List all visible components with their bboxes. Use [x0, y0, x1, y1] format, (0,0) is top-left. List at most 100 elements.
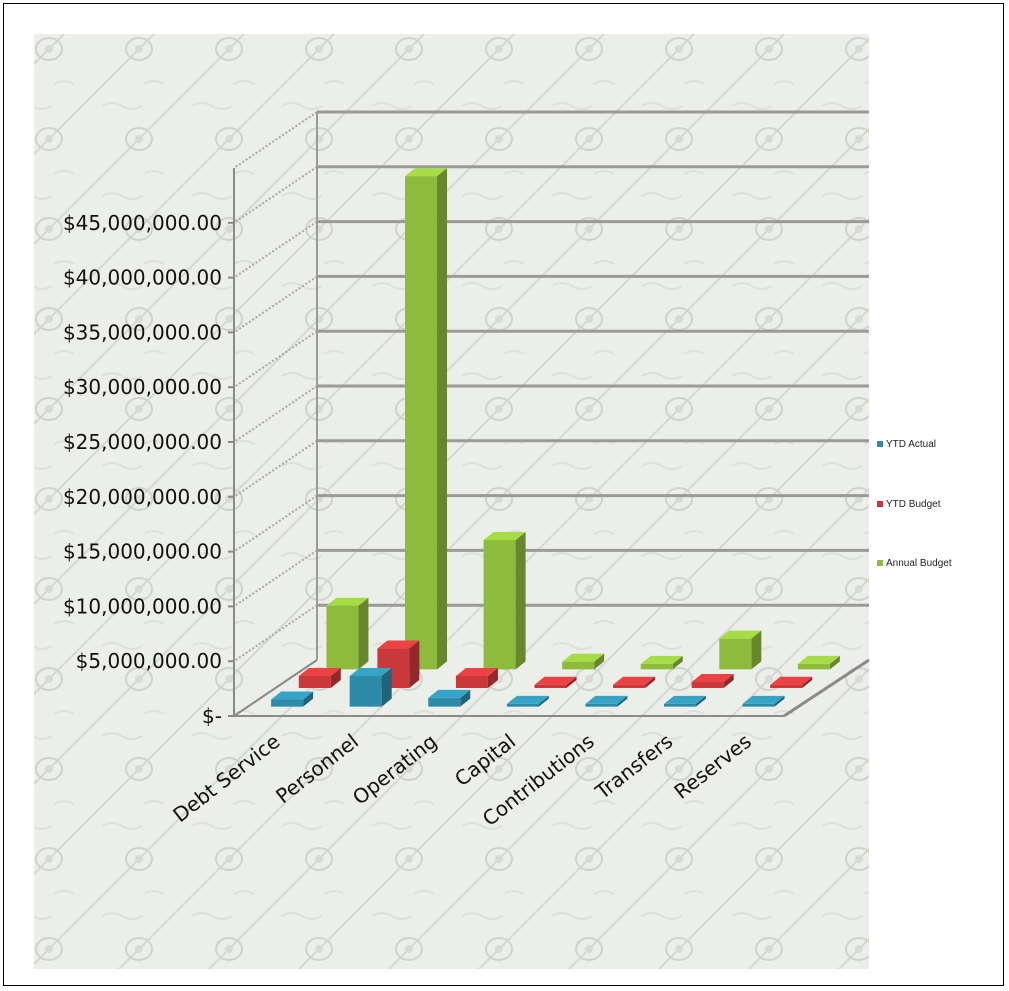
- bar-front: [506, 703, 539, 707]
- y-axis-ticks: $- $5,000,000.00 $10,000,000.00 $15,000,000…: [63, 211, 234, 728]
- side-gridline: [233, 275, 318, 334]
- bar-side: [751, 630, 762, 670]
- bar-top: [349, 667, 392, 676]
- side-gridline: [233, 165, 318, 224]
- bar-side: [829, 655, 840, 670]
- bar-annual-budget: [326, 597, 369, 670]
- bar-side: [774, 695, 785, 707]
- bar-front: [663, 703, 696, 707]
- bar-ytd-actual: [428, 689, 471, 707]
- side-gridline: [233, 439, 318, 498]
- bar-top: [428, 689, 471, 698]
- bar-side: [409, 640, 420, 688]
- y-tick-label: $35,000,000.00: [63, 320, 222, 344]
- bar-side: [617, 695, 628, 707]
- bar-top: [663, 695, 706, 704]
- bar-ytd-actual: [742, 695, 785, 707]
- bar-top: [691, 673, 734, 682]
- y-tick-label: $5,000,000.00: [76, 649, 222, 673]
- chart-background: [34, 34, 869, 969]
- bar-top: [585, 695, 628, 704]
- bar-top: [326, 597, 369, 606]
- bar-top: [562, 653, 605, 662]
- bar-side: [566, 676, 577, 688]
- bar-top: [271, 691, 314, 700]
- legend-swatch: [877, 441, 883, 447]
- bar-top: [719, 630, 762, 639]
- bar-side: [695, 695, 706, 707]
- side-gridline: [233, 604, 318, 663]
- bar-ytd-actual: [585, 695, 628, 707]
- bar-annual-budget: [562, 653, 605, 670]
- bar-annual-budget: [719, 630, 762, 670]
- bar-top: [640, 655, 683, 664]
- bar-front: [719, 638, 752, 670]
- bar-front: [405, 176, 438, 670]
- bar-front: [326, 605, 359, 670]
- bar-front: [691, 681, 724, 688]
- bar-top: [455, 667, 498, 676]
- bar-top: [534, 676, 577, 685]
- floor-left-edge: [233, 659, 318, 717]
- bar-ytd-actual: [506, 695, 549, 707]
- y-tick-label: $40,000,000.00: [63, 266, 222, 290]
- bar-ytd-actual: [349, 667, 392, 707]
- y-tick-label: $30,000,000.00: [63, 375, 222, 399]
- y-tick-label: $45,000,000.00: [63, 211, 222, 235]
- bar-front: [349, 675, 382, 707]
- bar-top: [483, 532, 526, 541]
- bar-front: [613, 684, 646, 688]
- bar-front: [585, 703, 618, 707]
- bar-top: [613, 676, 656, 685]
- bar-annual-budget: [405, 168, 448, 670]
- bar-front: [770, 684, 803, 688]
- bar-side: [381, 667, 392, 707]
- bar-side: [437, 168, 448, 670]
- bar-side: [538, 695, 549, 707]
- legend-swatch: [877, 560, 883, 566]
- bar-ytd-budget: [377, 640, 420, 688]
- bar-front: [742, 703, 775, 707]
- bar-side: [594, 653, 605, 670]
- legend-label: YTD Budget: [886, 499, 941, 510]
- bar-side: [802, 676, 813, 688]
- bar-front: [797, 663, 830, 670]
- y-tick-label: $25,000,000.00: [63, 430, 222, 454]
- bar-side: [672, 655, 683, 670]
- bar-top: [405, 168, 448, 177]
- legend-label: Annual Budget: [886, 558, 952, 569]
- bar-side: [645, 676, 656, 688]
- bar-front: [640, 663, 673, 670]
- bar-side: [487, 667, 498, 688]
- bar-ytd-budget: [455, 667, 498, 688]
- chart: $- $5,000,000.00 $10,000,000.00 $15,000,000…: [34, 34, 952, 969]
- bar-front: [271, 699, 304, 707]
- bar-side: [460, 689, 471, 707]
- bar-ytd-budget: [691, 673, 734, 688]
- bar-ytd-actual: [663, 695, 706, 707]
- bars: [271, 168, 840, 707]
- y-tick-label: $-: [202, 704, 222, 728]
- bar-front: [455, 675, 488, 688]
- bar-side: [515, 532, 526, 670]
- legend-swatch: [877, 501, 883, 507]
- bar-annual-budget: [483, 532, 526, 670]
- bar-top: [742, 695, 785, 704]
- legend: YTD Actual YTD Budget Annual Budget: [877, 439, 952, 569]
- bar-top: [797, 655, 840, 664]
- side-gridline: [233, 330, 318, 389]
- side-gridline: [233, 549, 318, 608]
- floor-right-edge: [783, 658, 870, 718]
- bar-top: [506, 695, 549, 704]
- bar-ytd-budget: [298, 667, 341, 688]
- axes: [233, 112, 870, 718]
- side-gridline: [233, 385, 318, 443]
- bar-front: [483, 540, 516, 670]
- bar-side: [358, 597, 369, 670]
- bar-front: [534, 684, 567, 688]
- bar-ytd-budget: [613, 676, 656, 688]
- bar-top: [298, 667, 341, 676]
- bar-side: [303, 691, 314, 707]
- side-gridline: [233, 220, 318, 279]
- bar-ytd-budget: [770, 676, 813, 688]
